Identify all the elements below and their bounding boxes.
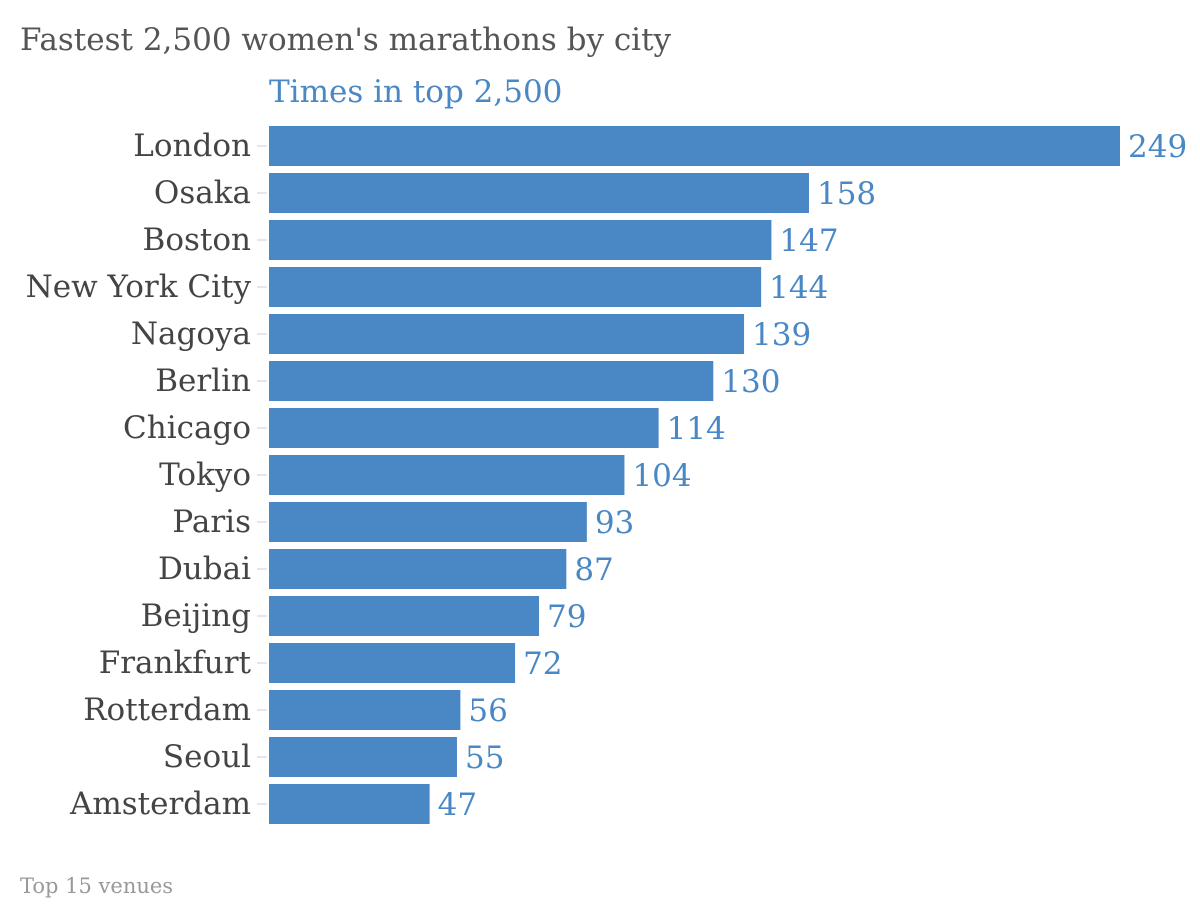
value-label: 93 [595,505,634,541]
value-label: 87 [574,552,613,588]
category-label: Osaka [154,175,251,211]
category-label: London [133,128,251,164]
bar [269,737,457,777]
category-label: Frankfurt [99,645,252,681]
value-label: 249 [1128,129,1187,165]
category-label: Paris [172,504,251,540]
bar [269,596,539,636]
bar [269,784,430,824]
bar [269,549,567,589]
category-label: Rotterdam [83,692,251,728]
category-label: Seoul [163,739,251,775]
category-label: New York City [26,269,252,305]
category-label: Beijing [141,598,251,634]
value-label: 104 [632,458,691,494]
bar [269,690,461,730]
category-label: Amsterdam [69,786,251,822]
bar [269,314,745,354]
value-label: 56 [468,693,507,729]
value-label: 147 [779,223,838,259]
value-label: 47 [438,787,477,823]
bar [269,361,714,401]
value-label: 72 [523,646,562,682]
category-label: Tokyo [159,457,251,493]
bar [269,173,809,213]
value-label: 139 [752,317,811,353]
category-label: Dubai [158,551,251,587]
chart-title: Fastest 2,500 women's marathons by city [20,22,672,58]
bar [269,643,516,683]
value-label: 114 [667,411,726,447]
bar [269,267,762,307]
category-label: Nagoya [131,316,251,352]
category-label: Chicago [123,410,251,446]
value-label: 79 [547,599,586,635]
bar [269,408,659,448]
value-label: 55 [465,740,504,776]
bar [269,220,772,260]
bar [269,455,625,495]
category-label: Boston [143,222,251,258]
value-label: 144 [769,270,828,306]
value-label: 158 [817,176,876,212]
footer-note: Top 15 venues [20,874,174,898]
category-label: Berlin [155,363,251,399]
value-label: 130 [721,364,780,400]
bar [269,126,1120,166]
series-label: Times in top 2,500 [269,74,563,110]
bar [269,502,587,542]
